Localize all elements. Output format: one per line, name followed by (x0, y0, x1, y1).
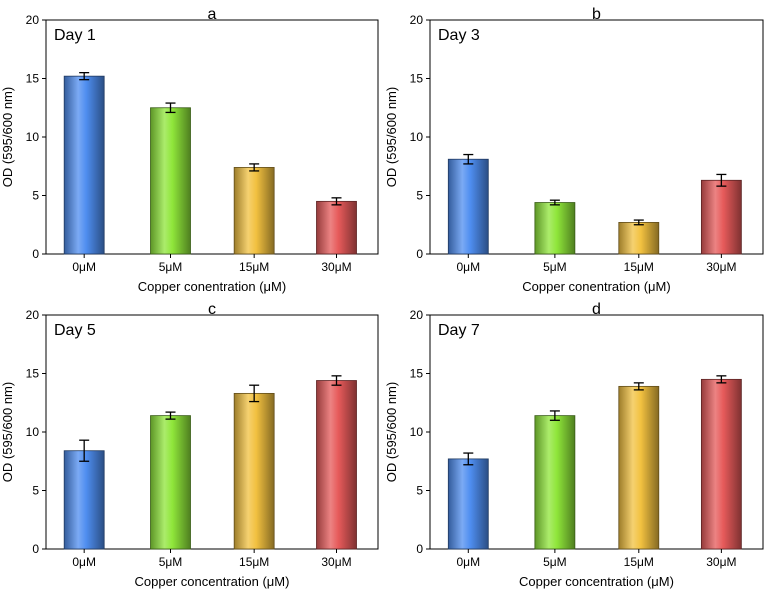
x-tick-label: 5μM (159, 260, 183, 274)
y-axis-title: OD (595/600 nm) (384, 382, 399, 482)
y-tick-label: 10 (410, 130, 424, 144)
x-tick-label: 0μM (456, 260, 480, 274)
bar-b-2 (618, 222, 660, 255)
day-label: Day 3 (438, 27, 480, 44)
y-axis-title: OD (595/600 nm) (0, 87, 15, 187)
error-bar (165, 411, 176, 420)
x-tick-label: 0μM (72, 555, 96, 569)
x-axis-title: Copper conentration (μM) (138, 279, 286, 294)
panel-d: 0 5 10 15 20 0μM 5μM 15μM 30μM Copper concentrati… (384, 301, 764, 589)
panel-letter: b (592, 6, 601, 23)
bar-b-0 (447, 158, 489, 255)
x-tick-label: 5μM (543, 555, 567, 569)
error-bar (633, 219, 644, 226)
x-tick-label: 15μM (239, 260, 269, 274)
error-bar (633, 382, 644, 391)
error-bar (716, 173, 727, 187)
x-tick-label: 5μM (543, 260, 567, 274)
x-axis-title: Copper concentration (μM) (519, 574, 674, 589)
error-bar (716, 375, 727, 384)
y-tick-label: 15 (26, 367, 40, 381)
x-tick-label: 30μM (706, 555, 736, 569)
x-tick-label: 0μM (72, 260, 96, 274)
x-tick-label: 30μM (321, 260, 351, 274)
panel-c: 0 5 10 15 20 0μM 5μM 15μM 30μM Copper concentrati… (0, 301, 379, 589)
y-tick-label: 20 (410, 308, 424, 322)
error-bar (463, 153, 474, 165)
day-label: Day 1 (54, 27, 96, 44)
y-tick-label: 5 (416, 484, 423, 498)
bar-d-1 (534, 415, 576, 550)
bar-c-1 (150, 415, 191, 550)
y-tick-label: 0 (32, 247, 39, 261)
error-bar (463, 452, 474, 466)
y-tick-label: 15 (410, 72, 424, 86)
x-tick-label: 15μM (624, 555, 654, 569)
error-bar (549, 410, 560, 421)
error-bar (249, 163, 260, 172)
error-bar (249, 384, 260, 403)
panel-letter: d (592, 301, 601, 318)
x-tick-label: 30μM (706, 260, 736, 274)
day-label: Day 7 (438, 322, 480, 339)
x-tick-label: 30μM (321, 555, 351, 569)
y-tick-label: 10 (26, 130, 40, 144)
x-tick-label: 0μM (456, 555, 480, 569)
y-tick-label: 15 (410, 367, 424, 381)
panel-letter: a (208, 6, 217, 23)
y-axis-title: OD (595/600 nm) (0, 382, 15, 482)
y-tick-label: 0 (32, 542, 39, 556)
error-bar (79, 439, 90, 462)
y-tick-label: 20 (26, 308, 40, 322)
bar-c-2 (233, 392, 275, 550)
y-tick-label: 5 (416, 189, 423, 203)
bar-c-3 (316, 380, 357, 550)
y-tick-label: 0 (416, 247, 423, 261)
day-label: Day 5 (54, 322, 96, 339)
x-axis-title: Copper concentration (μM) (135, 574, 290, 589)
bar-b-1 (534, 202, 576, 255)
y-tick-label: 5 (32, 189, 39, 203)
bar-a-2 (233, 167, 275, 255)
y-tick-label: 10 (26, 425, 40, 439)
panel-a: 0 5 10 15 20 0μM 5μM 15μM 30μM Copper conentratio… (0, 6, 379, 294)
error-bar (549, 199, 560, 206)
x-axis-title: Copper conentration (μM) (522, 279, 670, 294)
y-tick-label: 10 (410, 425, 424, 439)
bar-a-3 (316, 200, 357, 255)
y-tick-label: 20 (410, 13, 424, 27)
y-tick-label: 0 (416, 542, 423, 556)
y-axis-title: OD (595/600 nm) (384, 87, 399, 187)
y-tick-label: 5 (32, 484, 39, 498)
y-tick-label: 15 (26, 72, 40, 86)
error-bar (79, 72, 90, 81)
error-bar (331, 375, 342, 386)
bar-a-0 (63, 75, 105, 255)
error-bar (165, 102, 176, 114)
panel-b: 0 5 10 15 20 0μM 5μM 15μM 30μM Copper conentratio… (384, 6, 764, 294)
bar-a-1 (150, 107, 191, 255)
x-tick-label: 5μM (159, 555, 183, 569)
bar-d-0 (447, 458, 489, 550)
x-tick-label: 15μM (239, 555, 269, 569)
error-bar (331, 197, 342, 206)
panel-letter: c (208, 301, 216, 318)
x-tick-label: 15μM (624, 260, 654, 274)
y-tick-label: 20 (26, 13, 40, 27)
bar-d-2 (618, 385, 660, 550)
bar-b-3 (700, 179, 742, 255)
bar-c-0 (63, 450, 105, 550)
bar-d-3 (700, 378, 742, 550)
